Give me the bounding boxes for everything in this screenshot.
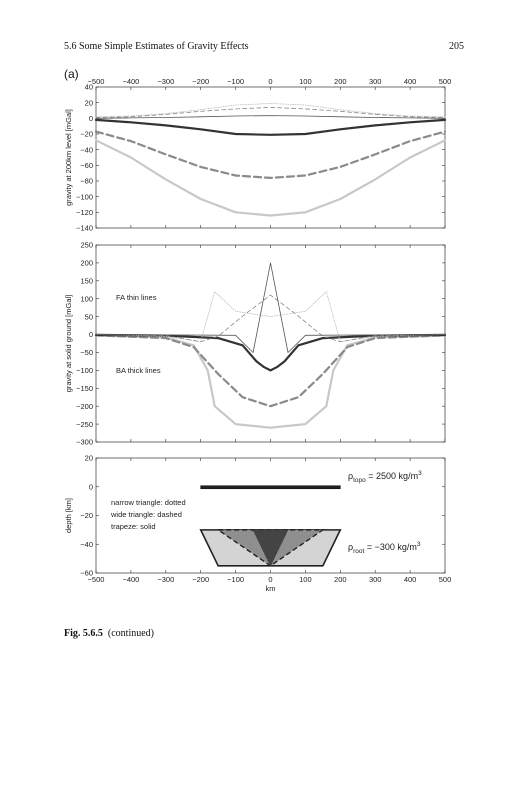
y-tick-label: 40 bbox=[85, 83, 93, 92]
y-tick-label: −40 bbox=[80, 145, 93, 154]
y-tick-label: 0 bbox=[89, 114, 93, 123]
y-tick-label: 250 bbox=[80, 241, 93, 250]
rho-topo-value: = 2500 kg/m bbox=[366, 471, 418, 481]
y-axis-label: depth [km] bbox=[64, 498, 73, 533]
caption-text: (continued) bbox=[107, 628, 154, 639]
y-tick-label: −250 bbox=[76, 420, 93, 429]
annotation-ba: BA thick lines bbox=[116, 366, 161, 375]
page-number: 205 bbox=[449, 41, 464, 52]
x-tick-label: −200 bbox=[192, 575, 209, 584]
y-tick-label: 0 bbox=[89, 482, 93, 491]
y-tick-label: −120 bbox=[76, 208, 93, 217]
panel-gravity-ground: 250 200 150 100 50 0 −50 −100 −150 −200 −250 −300 gr… bbox=[64, 241, 447, 447]
y-tick-label: 200 bbox=[80, 259, 93, 268]
x-tick-label: −200 bbox=[192, 77, 209, 86]
series-line bbox=[94, 118, 447, 136]
legend-wide-triangle: wide triangle: dashed bbox=[110, 510, 182, 519]
series-line bbox=[95, 294, 446, 343]
y-tick-label: −80 bbox=[80, 177, 93, 186]
rho-topo-subscript: topo bbox=[353, 477, 366, 484]
rho-topo-unit-exp: 3 bbox=[418, 470, 422, 477]
rho-root-symbol: ρ bbox=[348, 542, 353, 552]
running-header-title: 5.6 Some Simple Estimates of Gravity Eff… bbox=[64, 41, 249, 52]
x-tick-label: −500 bbox=[88, 77, 105, 86]
y-tick-label: −20 bbox=[80, 130, 93, 139]
x-tick-label: 500 bbox=[439, 575, 452, 584]
y-tick-label: −40 bbox=[80, 540, 93, 549]
x-tick-label: 0 bbox=[268, 77, 272, 86]
rho-root-label: ρroot = −300 kg/m3 bbox=[348, 541, 421, 555]
rho-root-unit-exp: 3 bbox=[417, 541, 421, 548]
y-tick-label: −50 bbox=[80, 348, 93, 357]
y-tick-label: −200 bbox=[76, 402, 93, 411]
y-axis-label: gravity at solid ground [mGal] bbox=[64, 295, 73, 393]
caption-label: Fig. 5.6.5 bbox=[64, 628, 103, 639]
y-tick-label: −100 bbox=[76, 366, 93, 375]
y-axis-label: gravity at 200km level [mGal] bbox=[64, 109, 73, 206]
y-tick-label: −300 bbox=[76, 438, 93, 447]
x-tick-label: −300 bbox=[157, 77, 174, 86]
y-tick-label: 150 bbox=[80, 277, 93, 286]
x-tick-label: 100 bbox=[299, 77, 312, 86]
plot-frame bbox=[95, 244, 446, 443]
series-line bbox=[94, 333, 447, 372]
rho-root-subscript: root bbox=[353, 548, 364, 555]
rho-topo-symbol: ρ bbox=[348, 471, 353, 481]
x-tick-label: 200 bbox=[334, 77, 347, 86]
series-line bbox=[94, 130, 447, 179]
x-tick-label: −100 bbox=[227, 77, 244, 86]
y-tick-label: 20 bbox=[85, 454, 93, 463]
y-tick-label: 20 bbox=[85, 98, 93, 107]
x-tick-label: 400 bbox=[404, 77, 417, 86]
annotation-fa: FA thin lines bbox=[116, 293, 157, 302]
y-tick-label: −60 bbox=[80, 569, 93, 578]
panel-label: (a) bbox=[64, 67, 79, 81]
series-line bbox=[95, 115, 446, 119]
topography-load bbox=[200, 485, 341, 490]
legend-trapeze: trapeze: solid bbox=[111, 522, 156, 531]
rho-root-value: = −300 kg/m bbox=[364, 542, 417, 552]
x-tick-label: −400 bbox=[122, 77, 139, 86]
y-tick-label: 100 bbox=[80, 294, 93, 303]
x-axis-label: km bbox=[266, 584, 276, 593]
x-tick-label: 0 bbox=[268, 575, 272, 584]
x-tick-label: 100 bbox=[299, 575, 312, 584]
series-line bbox=[95, 103, 446, 118]
y-tick-label: −60 bbox=[80, 161, 93, 170]
x-tick-label: 200 bbox=[334, 575, 347, 584]
figure-caption: Fig. 5.6.5 (continued) bbox=[64, 628, 154, 639]
series-line bbox=[95, 262, 446, 353]
x-tick-label: 300 bbox=[369, 77, 382, 86]
x-tick-label: −400 bbox=[122, 575, 139, 584]
x-tick-label: −300 bbox=[157, 575, 174, 584]
x-tick-label: −100 bbox=[227, 575, 244, 584]
plot-frame bbox=[95, 86, 446, 229]
y-tick-label: 50 bbox=[85, 312, 93, 321]
rho-topo-label: ρtopo = 2500 kg/m3 bbox=[348, 470, 422, 484]
series-line bbox=[95, 107, 446, 118]
x-tick-label: 300 bbox=[369, 575, 382, 584]
y-tick-label: −100 bbox=[76, 192, 93, 201]
legend-narrow-triangle: narrow triangle: dotted bbox=[111, 498, 186, 507]
y-tick-label: −150 bbox=[76, 384, 93, 393]
y-tick-label: 0 bbox=[89, 330, 93, 339]
panel-depth-model: 200−20−40−60−500 −400 −300 −200 −100 0 100 200 3… bbox=[64, 454, 451, 593]
x-tick-label: −500 bbox=[88, 575, 105, 584]
y-tick-label: −140 bbox=[76, 224, 93, 233]
series-line bbox=[94, 139, 447, 217]
narrow-triangle-root bbox=[252, 529, 289, 567]
x-tick-label: 500 bbox=[439, 77, 452, 86]
x-tick-label: 400 bbox=[404, 575, 417, 584]
series-line bbox=[94, 334, 447, 429]
y-tick-label: −20 bbox=[80, 511, 93, 520]
series-line bbox=[94, 334, 447, 408]
